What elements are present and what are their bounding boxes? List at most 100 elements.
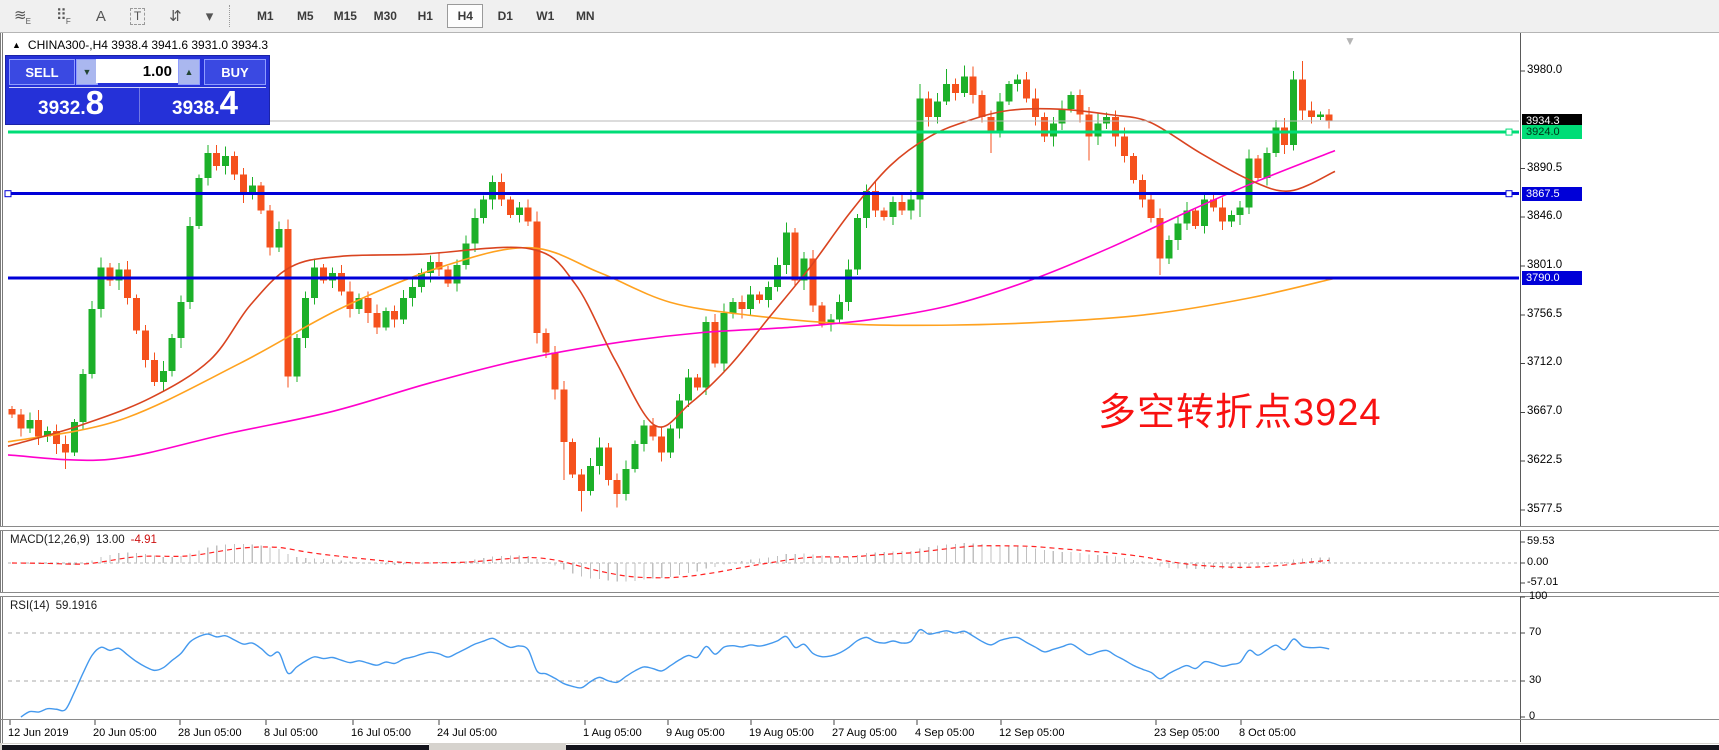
candle-body [462,243,470,266]
candle-body [1032,98,1039,117]
candle-body [925,98,933,117]
candle-body [35,420,43,437]
grid-f-icon[interactable]: ⠿F [55,6,71,26]
candle-body [1272,127,1280,153]
candle-body [1299,79,1306,111]
sell-button[interactable]: SELL [9,59,75,85]
candle-body [515,207,523,215]
candle-body [622,469,630,495]
candle-body [542,332,550,353]
candle-body [61,444,69,453]
hline-price-badge[interactable]: 3867.5 [1522,186,1582,201]
candle-body [311,267,319,298]
timeframe-button-w1[interactable]: W1 [536,9,555,23]
time-axis-label: 8 Oct 05:00 [1239,727,1296,739]
hline-price-badge[interactable]: 3924.0 [1522,125,1582,140]
candle-body [1174,223,1182,241]
candle-body [337,272,345,292]
candle-body [1112,116,1120,137]
candle-body [1014,79,1022,85]
candle-body [1183,210,1191,224]
candle-body [1254,158,1262,178]
line-handle [1505,190,1513,198]
candle-body [284,229,292,377]
scroll-position-marker-icon[interactable]: ▼ [1344,34,1356,48]
timeframe-button-h1[interactable]: H1 [417,9,433,23]
candle-body [106,267,114,281]
volume-decrease-icon[interactable]: ▼ [76,59,98,85]
minimized-window-bar[interactable] [2,744,429,750]
text-label-icon[interactable]: A [95,7,106,25]
ma-line-magenta [7,149,1336,462]
volume-input[interactable] [96,59,178,83]
time-axis-label: 4 Sep 05:00 [915,727,975,739]
collapse-icon[interactable]: ▲ [12,40,21,50]
time-axis-label: 23 Sep 05:00 [1154,727,1220,739]
hline-price-badge[interactable]: 3790.0 [1522,271,1582,286]
minimized-window-bar[interactable] [566,744,1719,750]
time-axis-label: 1 Aug 05:00 [583,727,642,739]
candle-body [551,352,559,390]
candle-body [756,294,764,301]
timeframe-button-m5[interactable]: M5 [296,9,314,23]
candle-body [213,152,221,166]
price-tick-label: 3667.0 [1527,405,1563,418]
candle-body [667,428,675,453]
timeframe-button-m1[interactable]: M1 [256,9,274,23]
chart-text-annotation[interactable]: 多空转折点3924 [1098,392,1382,434]
candle-body [1058,109,1066,124]
timeframe-button-h4[interactable]: H4 [447,4,484,28]
candle-body [435,261,443,270]
cursor-dropdown-icon[interactable]: ▾ [205,7,214,25]
toolbar-separator [229,5,231,27]
candle-body [480,199,488,219]
candle-body [587,465,594,491]
sell-price[interactable]: 3932. 8 [38,84,104,121]
candle-body [1290,79,1298,146]
candle-body [17,414,25,429]
candle-body [1210,199,1217,208]
time-axis-label: 24 Jul 05:00 [437,727,497,739]
rsi-label: RSI(14) [10,600,50,612]
volume-increase-icon[interactable]: ▲ [178,59,200,85]
panel-separator-macd[interactable] [0,526,1719,531]
candle-body [257,185,265,211]
candle-body [266,210,274,248]
candle-body [26,420,34,429]
macd-axis-label: -57.01 [1527,576,1559,589]
timeframe-button-m15[interactable]: M15 [333,9,357,23]
buy-button[interactable]: BUY [204,59,266,85]
timeframe-button-d1[interactable]: D1 [497,9,513,23]
candle-body [1049,123,1057,137]
candle-body [1156,218,1164,259]
candle-body [506,199,514,215]
candle-body [729,302,737,314]
panel-separator-rsi[interactable] [0,592,1719,597]
candle-body [836,302,844,320]
indicators-icon[interactable]: ≋E [14,6,31,26]
candle-body [943,84,950,102]
candle-body [168,338,176,371]
price-tick-label: 3622.5 [1527,453,1563,466]
candle-body [1085,114,1093,137]
candle-body [738,302,746,309]
buy-price[interactable]: 3938. 4 [139,86,270,122]
candle-body [702,321,710,388]
candle-body [524,207,532,222]
ma-line-red [7,107,1336,447]
candle-body [186,225,194,303]
text-box-icon[interactable]: T [129,7,146,25]
timeframe-button-m30[interactable]: M30 [373,9,397,23]
candle-body [1227,214,1235,222]
current-price-badge: 3934.3 [1522,113,1582,128]
cursor-tool-icon[interactable]: ⇵ [169,7,182,25]
price-tick-label: 3712.0 [1527,356,1563,369]
candle-body [1218,207,1226,222]
candle-body [346,291,354,309]
timeframe-button-mn[interactable]: MN [575,9,595,23]
candle-body [53,430,60,445]
trade-panel-divider [9,87,266,88]
time-axis-label: 19 Aug 05:00 [749,727,814,739]
